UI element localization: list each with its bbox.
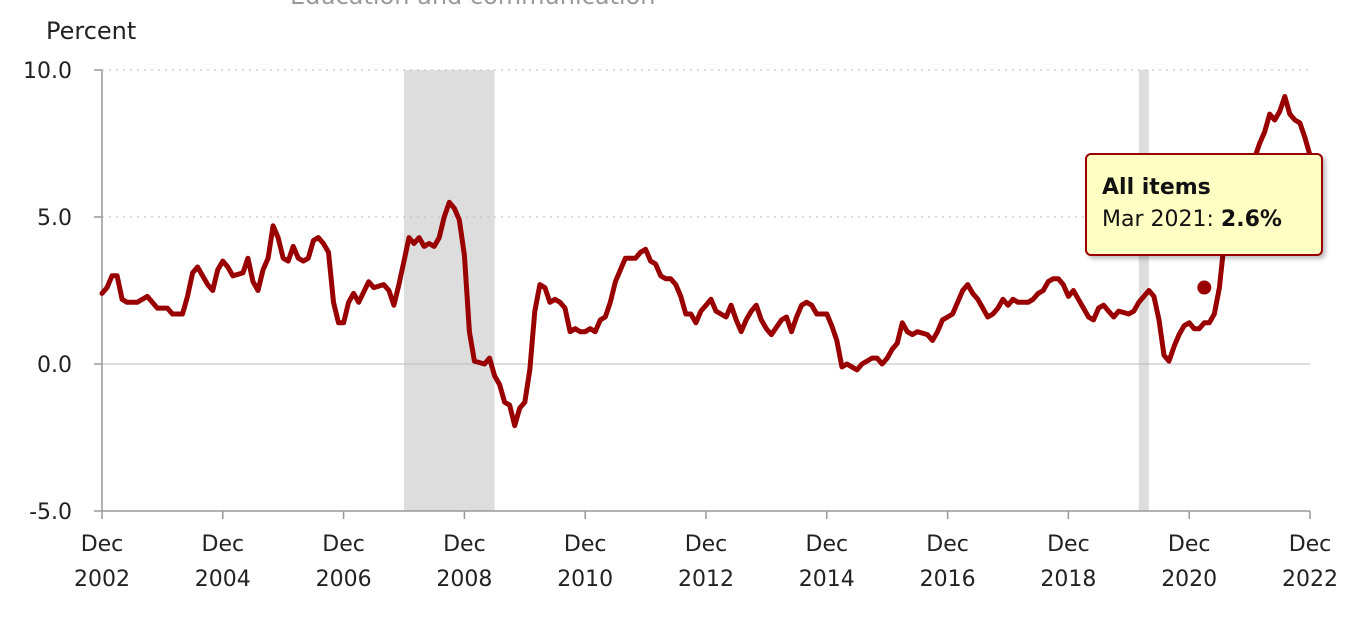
recession-band (1138, 70, 1149, 511)
y-axis-unit-label: Percent (46, 17, 136, 45)
tooltip-value: 2.6% (1220, 207, 1282, 232)
x-tick-label-year: 2012 (678, 567, 734, 592)
x-tick-label-month: Dec (322, 532, 365, 557)
tooltip-date: Mar 2021: (1102, 207, 1214, 232)
x-tick-label-year: 2002 (74, 567, 130, 592)
x-tick-label-month: Dec (685, 532, 728, 557)
recession-shading (404, 70, 1149, 511)
y-tick-label: -5.0 (29, 500, 72, 525)
series-line (99, 94, 1313, 429)
x-tick-label-year: 2014 (799, 567, 855, 592)
x-tick-label-year: 2004 (195, 567, 251, 592)
x-tick-label-year: 2008 (436, 567, 492, 592)
x-tick-label-year: 2010 (557, 567, 613, 592)
x-tick-label-year: 2022 (1282, 567, 1338, 592)
x-tick-labels: Dec 2002 Dec 2004 Dec 2006 Dec 2008 Dec 2010 Dec 20… (74, 532, 1338, 592)
x-tick-label-year: 2018 (1040, 567, 1096, 592)
y-tick-label: 5.0 (37, 206, 72, 231)
x-tick-label-month: Dec (81, 532, 124, 557)
axes (94, 69, 1311, 519)
x-tick-label-month: Dec (443, 532, 486, 557)
series-all-items[interactable] (99, 94, 1313, 429)
tooltip-line: Mar 2021: 2.6% (1102, 203, 1321, 237)
x-tick-label-year: 2006 (316, 567, 372, 592)
y-tick-label: 0.0 (37, 353, 72, 378)
x-tick-label-year: 2016 (920, 567, 976, 592)
recession-band (404, 70, 495, 511)
x-tick-label-month: Dec (1289, 532, 1332, 557)
x-tick-label-month: Dec (564, 532, 607, 557)
hover-marker (1195, 278, 1214, 297)
data-tooltip: All items Mar 2021: 2.6% (1085, 153, 1323, 256)
highlight-point (1195, 278, 1214, 297)
x-tick-label-month: Dec (926, 532, 969, 557)
gridlines (102, 69, 1310, 365)
x-tick-label-month: Dec (202, 532, 245, 557)
x-tick-label-month: Dec (806, 532, 849, 557)
y-tick-label: 10.0 (23, 59, 72, 84)
tooltip-series-name: All items (1102, 175, 1211, 200)
x-tick-label-month: Dec (1168, 532, 1211, 557)
y-tick-labels: 10.0 5.0 0.0 -5.0 (23, 59, 72, 525)
x-tick-label-year: 2020 (1161, 567, 1217, 592)
x-tick-label-month: Dec (1047, 532, 1090, 557)
chart-title-cut: Education and communication (290, 0, 656, 10)
